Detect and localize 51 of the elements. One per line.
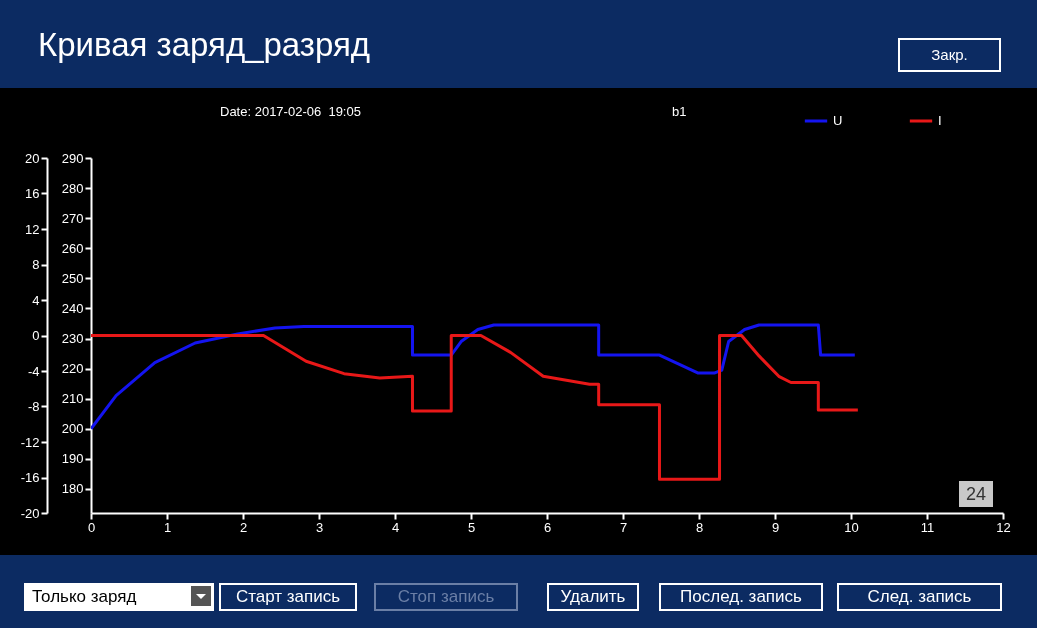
- y2-tick-label: 4: [32, 292, 40, 308]
- y2-tick-label: -20: [20, 505, 40, 521]
- y2-tick-label: -12: [20, 434, 40, 450]
- x-tick-label: 7: [619, 519, 628, 535]
- x-tick-label: 10: [844, 519, 859, 535]
- legend-label: U: [833, 113, 843, 128]
- legend-label: I: [938, 113, 942, 128]
- y-tick-label: 250: [61, 270, 84, 286]
- text: Закр.: [898, 38, 1001, 72]
- x-tick-label: 8: [695, 519, 704, 535]
- y-tick-label: 210: [61, 391, 84, 407]
- text: Date: 2017-02-06 19:05: [220, 104, 361, 119]
- x-tick-label: 1: [163, 519, 172, 535]
- y-tick-label: 280: [61, 180, 84, 196]
- line-series: [91, 323, 857, 431]
- y-tick-label: 220: [61, 361, 84, 377]
- chart-title: Кривая заряд_разряд: [38, 26, 371, 64]
- text: Послед. запись: [659, 583, 823, 611]
- x-tick-label: 9: [771, 519, 780, 535]
- y-tick-label: 180: [61, 481, 84, 497]
- x-tick-label: 0: [87, 519, 96, 535]
- y-tick-label: 200: [61, 421, 84, 437]
- text: Удалить: [547, 583, 639, 611]
- y2-tick-label: 20: [25, 150, 40, 166]
- y-tick-label: 230: [61, 331, 84, 347]
- y-tick-label: 260: [61, 240, 84, 256]
- x-tick-label: 4: [391, 519, 400, 535]
- y2-tick-label: -4: [27, 363, 40, 379]
- text: Только заряд: [32, 587, 137, 606]
- text: След. запись: [837, 583, 1002, 611]
- text: Стоп запись: [374, 583, 518, 611]
- y-tick-label: 240: [61, 300, 84, 316]
- y2-tick-label: 16: [25, 186, 40, 201]
- text: Старт запись: [219, 583, 357, 611]
- y2-tick-label: 8: [32, 257, 40, 272]
- y2-tick-label: 12: [25, 221, 40, 237]
- x-tick-label: 2: [239, 519, 248, 535]
- x-tick-label: 6: [543, 519, 552, 535]
- x-tick-label: 12: [996, 519, 1011, 535]
- y-tick-label: 290: [61, 150, 84, 166]
- x-tick-label: 11: [920, 519, 935, 535]
- line-series: [91, 334, 860, 481]
- y2-tick-label: -8: [27, 399, 40, 414]
- x-tick-label: 5: [467, 519, 476, 535]
- y-tick-label: 190: [61, 451, 84, 467]
- y2-tick-label: 0: [32, 328, 40, 343]
- annotation: 24: [959, 481, 993, 507]
- x-tick-label: 3: [315, 519, 324, 535]
- text: b1: [672, 104, 687, 119]
- y2-tick-label: -16: [20, 470, 40, 485]
- y-tick-label: 270: [61, 210, 84, 226]
